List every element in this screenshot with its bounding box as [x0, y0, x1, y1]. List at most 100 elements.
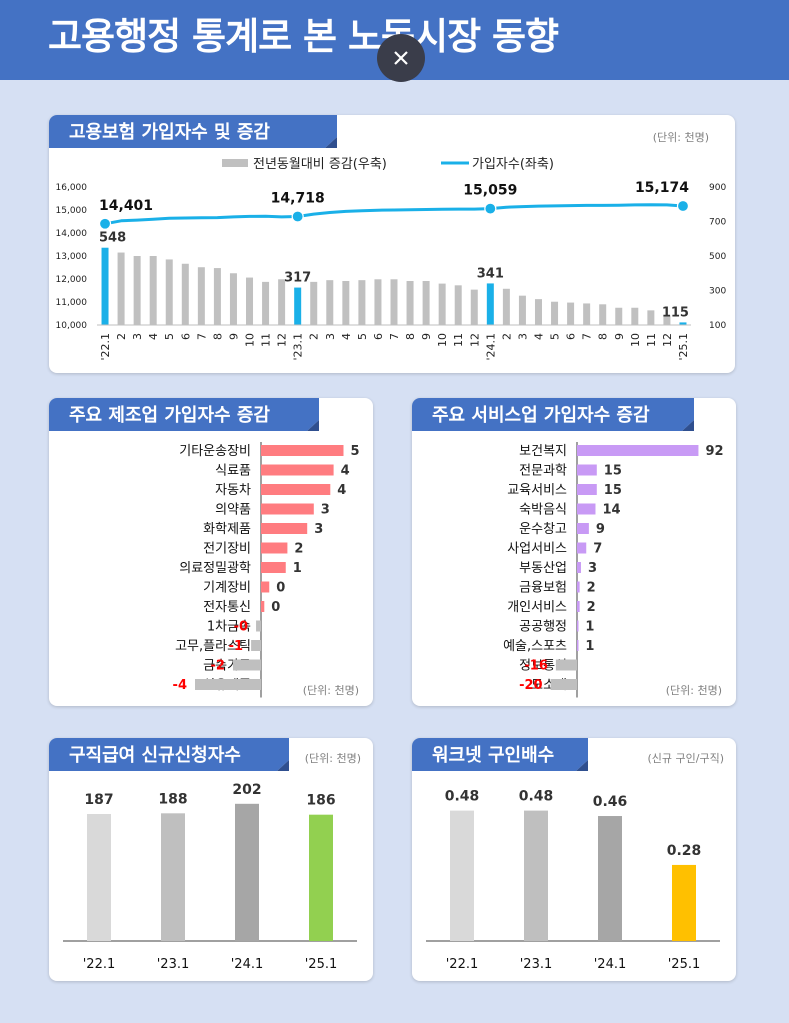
- close-button[interactable]: [377, 34, 425, 82]
- value-bar: [450, 810, 474, 941]
- x-tick-label: '25.1: [305, 957, 338, 972]
- left-axis-tick: 10,000: [56, 321, 88, 331]
- x-tick-label: 4: [532, 333, 545, 340]
- manufacturing-chart: 기타운송장비 5 식료품 4 자동차 4 의약품 3 화학제품 3 전기장비 2 의료정밀광학 1 기계장비…: [173, 442, 360, 698]
- subscriber-value-label: 14,718: [271, 190, 325, 206]
- category-label: 전문과학: [519, 464, 567, 479]
- claims-title: 구직급여 신규신청자수: [69, 745, 241, 766]
- value-label: 0: [271, 600, 280, 615]
- x-tick-label: 3: [324, 333, 337, 340]
- category-label: 예술,스포츠: [503, 639, 567, 654]
- yoy-bar: [294, 287, 302, 325]
- yoy-value-label: 341: [477, 266, 504, 281]
- ratio-panel: 워크넷 구인배수 (신규 구인/구직) 0.48'22.1 0.48'23.1 0.…: [412, 738, 736, 981]
- title-tab-bg: [412, 738, 588, 771]
- yoy-bar: [631, 307, 639, 325]
- value-label: 187: [84, 792, 113, 808]
- subscribers-line: [104, 203, 684, 226]
- value-bar: [672, 864, 696, 941]
- right-axis-tick: 300: [709, 287, 726, 297]
- value-bar: [161, 813, 185, 941]
- subscriber-value-label: 14,401: [99, 198, 153, 214]
- value-label: 188: [158, 791, 187, 807]
- value-bar: [261, 601, 265, 612]
- yoy-bar: [342, 281, 350, 325]
- value-bar: [261, 484, 331, 495]
- value-bar: [577, 445, 699, 456]
- yoy-bar: [647, 310, 655, 325]
- category-label: 보건복지: [519, 444, 567, 459]
- subscribers-marker: [98, 217, 112, 230]
- yoy-bar: [149, 256, 157, 325]
- value-label: -16: [524, 659, 548, 674]
- value-bar: [577, 464, 597, 476]
- value-label: 3: [321, 503, 330, 518]
- value-bar: [309, 814, 333, 941]
- x-tick-label: '24.1: [484, 333, 497, 361]
- x-tick-label: 7: [195, 333, 208, 340]
- yoy-bar: [470, 289, 478, 325]
- value-label: 5: [351, 444, 360, 459]
- claims-chart: 187 '22.1 188 '23.1 202 '24.1 186 '25.1: [63, 782, 357, 972]
- yoy-bar: [454, 285, 462, 325]
- value-label: 1: [585, 620, 594, 635]
- value-label: 14: [602, 503, 620, 518]
- left-axis-tick: 13,000: [56, 252, 88, 262]
- category-label: 교육서비스: [507, 483, 567, 498]
- services-panel: 주요 서비스업 가입자수 증감 (단위: 천명) 보건복지 92 전문과학 15 교육서…: [412, 398, 736, 706]
- category-label: 자동차: [215, 483, 251, 498]
- subscribers-marker: [676, 199, 690, 213]
- value-bar: [256, 620, 261, 632]
- yoy-bar: [326, 280, 334, 325]
- category-label: 식료품: [215, 464, 251, 479]
- insurance-chart: 전년동월대비 증감(우축) 가입자수(좌축) 10,000 11,000 12,000 1…: [56, 157, 727, 361]
- value-bar: [251, 640, 261, 651]
- value-label: -2: [210, 659, 224, 674]
- x-tick-label: 6: [372, 333, 385, 340]
- manufacturing-title: 주요 제조업 가입자수 증감: [69, 405, 270, 426]
- x-tick-label: 12: [276, 333, 289, 347]
- yoy-bar: [117, 252, 125, 325]
- x-tick-label: 6: [179, 333, 192, 340]
- value-bar: [261, 562, 286, 573]
- category-label: 의료정밀광학: [179, 561, 251, 576]
- yoy-bar: [551, 301, 559, 325]
- x-tick-label: 2: [115, 333, 128, 340]
- yoy-bar: [262, 281, 270, 325]
- subscriber-value-label: 15,059: [463, 183, 517, 199]
- category-label: 사업서비스: [507, 542, 567, 557]
- yoy-bar: [229, 273, 237, 325]
- yoy-bar: [486, 283, 494, 325]
- x-tick-label: '23.1: [292, 333, 305, 361]
- x-tick-label: 6: [565, 333, 578, 340]
- value-label: 15: [604, 464, 622, 479]
- services-unit: (단위: 천명): [665, 684, 722, 697]
- x-tick-label: 2: [308, 333, 321, 340]
- category-label: 고무,플라스틱: [175, 639, 251, 654]
- x-tick-label: '22.1: [99, 333, 112, 361]
- yoy-bar: [438, 283, 446, 325]
- category-label: 1차금속: [207, 620, 251, 635]
- x-tick-label: 2: [500, 333, 513, 340]
- subscriber-value-label: 15,174: [635, 180, 689, 196]
- value-bar: [577, 620, 579, 632]
- yoy-bar: [374, 279, 382, 325]
- value-bar: [195, 679, 261, 690]
- category-label: 전자통신: [203, 600, 251, 615]
- subscribers-marker: [484, 202, 497, 215]
- value-bar: [235, 803, 259, 941]
- x-tick-label: '22.1: [446, 957, 479, 972]
- value-label: 2: [587, 600, 596, 615]
- manufacturing-unit: (단위: 천명): [302, 684, 359, 697]
- x-tick-label: 4: [147, 333, 160, 340]
- x-tick-label: 3: [131, 333, 144, 340]
- title-tab-bg: [49, 398, 319, 431]
- x-tick-label: 7: [388, 333, 401, 340]
- yoy-bar: [679, 322, 687, 325]
- value-label: 2: [587, 581, 596, 596]
- value-bar: [261, 445, 344, 456]
- insurance-panel: 고용보험 가입자수 및 증감 (단위: 천명) 전년동월대비 증감(우축) 가입자…: [49, 115, 735, 373]
- page-title: 고용행정 통계로 본 노동시장 동향: [48, 15, 559, 58]
- value-bar: [261, 464, 334, 476]
- services-panel-title-tab: 주요 서비스업 가입자수 증감: [412, 398, 694, 431]
